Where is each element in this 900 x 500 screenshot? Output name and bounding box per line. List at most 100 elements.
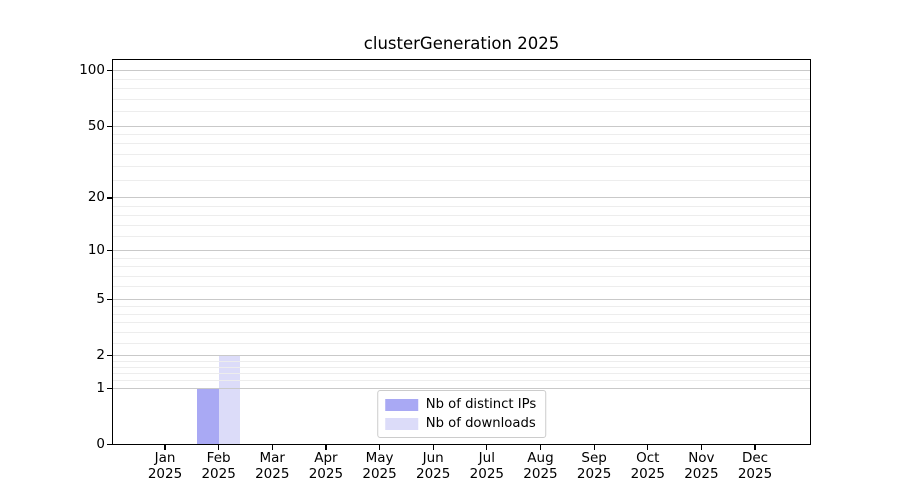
y-tick-mark	[107, 355, 113, 357]
gridline-minor	[113, 366, 810, 368]
x-tick-label-line: Dec	[741, 450, 769, 466]
x-tick-label: Jan 2025	[133, 450, 197, 482]
x-tick-label-line: Jan	[154, 450, 176, 466]
x-tick-label-line: Jul	[478, 450, 495, 466]
y-tick-label: 0	[96, 436, 105, 452]
gridline-minor	[113, 143, 810, 145]
gridline-minor	[113, 111, 810, 113]
x-tick-label: Nov 2025	[669, 450, 733, 482]
gridline-minor	[113, 236, 810, 238]
x-tick-label-line: Sep	[581, 450, 607, 466]
x-tick-label-line: Oct	[636, 450, 660, 466]
gridline-minor	[113, 205, 810, 207]
gridline-minor	[113, 275, 810, 277]
x-tick-mark	[164, 445, 166, 450]
y-tick-mark	[107, 70, 113, 72]
x-tick-label-line: Jun	[422, 450, 444, 466]
gridline-major	[113, 298, 810, 300]
gridline-minor	[113, 214, 810, 216]
gridline-minor	[113, 153, 810, 155]
gridline-minor	[113, 286, 810, 288]
x-tick-label: Mar 2025	[240, 450, 304, 482]
x-tick-label: Aug 2025	[508, 450, 572, 482]
x-tick-label-line: 2025	[737, 466, 773, 482]
x-tick-label-line: Feb	[206, 450, 231, 466]
x-tick-mark	[378, 445, 381, 450]
legend: Nb of distinct IPs Nb of downloads	[376, 390, 547, 438]
gridline-minor	[113, 257, 810, 259]
x-tick-mark	[432, 445, 434, 450]
x-tick-label: Jul 2025	[455, 450, 519, 482]
x-tick-label-line: May	[365, 450, 394, 466]
x-tick-mark	[647, 445, 649, 450]
x-tick-mark	[325, 445, 327, 450]
x-tick-mark	[271, 445, 273, 450]
y-tick-label: 2	[96, 347, 105, 364]
gridline-major	[113, 249, 810, 251]
legend-entry-downloads: Nb of downloads	[384, 415, 537, 432]
gridline-minor	[113, 266, 810, 268]
x-tick-label-line: Aug	[527, 450, 554, 466]
x-tick-label: Apr 2025	[294, 450, 358, 482]
legend-swatch-downloads	[384, 417, 418, 430]
y-tick-mark	[107, 387, 113, 390]
x-tick-label-line: 2025	[147, 466, 183, 482]
gridline-major	[113, 387, 810, 389]
bar-distinct-ips	[197, 387, 219, 444]
gridline-major	[113, 355, 810, 357]
y-tick-label: 50	[87, 117, 105, 134]
x-tick-label-line: 2025	[469, 466, 504, 482]
y-tick-label: 20	[87, 189, 105, 206]
x-tick-label-line: 2025	[201, 466, 236, 482]
x-tick-mark	[754, 445, 756, 450]
x-tick-label-line: 2025	[630, 466, 665, 482]
gridline-minor	[113, 98, 810, 100]
gridline-major	[113, 125, 810, 127]
legend-label-distinct-ips: Nb of distinct IPs	[425, 397, 537, 412]
plot-area: Nb of distinct IPs Nb of downloads	[112, 59, 811, 445]
y-tick-mark	[107, 249, 113, 251]
gridline-minor	[113, 305, 810, 307]
x-tick-label: May 2025	[348, 450, 412, 482]
y-tick-label: 100	[79, 62, 105, 79]
y-tick-label: 1	[96, 379, 105, 396]
x-tick-label-line: Apr	[314, 450, 338, 466]
x-tick-mark	[539, 445, 542, 450]
x-tick-mark	[593, 445, 595, 450]
x-tick-mark	[700, 445, 702, 450]
gridline-minor	[113, 322, 810, 324]
y-tick-label: 5	[96, 290, 105, 307]
bar-downloads	[218, 355, 241, 444]
gridline-minor	[113, 373, 810, 375]
gridline-minor	[113, 360, 810, 362]
y-tick-mark	[107, 125, 113, 127]
gridline-minor	[113, 313, 810, 315]
gridline-minor	[113, 133, 810, 135]
gridline-major	[113, 197, 810, 199]
x-tick-mark	[218, 445, 220, 450]
x-tick-mark	[486, 445, 488, 450]
gridline-minor	[113, 165, 810, 167]
x-tick-label-line: 2025	[255, 466, 290, 482]
legend-entry-distinct-ips: Nb of distinct IPs	[384, 396, 537, 413]
x-tick-label-line: 2025	[308, 466, 344, 482]
gridline-minor	[113, 224, 810, 226]
gridline-minor	[113, 331, 810, 333]
y-tick-label: 10	[87, 241, 105, 258]
y-tick-mark	[107, 298, 113, 301]
gridline-minor	[113, 88, 810, 90]
gridline-minor	[113, 78, 810, 80]
x-tick-label-line: 2025	[684, 466, 719, 482]
x-tick-label-line: 2025	[362, 466, 397, 482]
x-tick-label: Sep 2025	[562, 450, 626, 482]
legend-label-downloads: Nb of downloads	[425, 416, 536, 431]
x-tick-label-line: Nov	[688, 450, 715, 466]
x-tick-label: Jun 2025	[401, 450, 465, 482]
gridline-minor	[113, 180, 810, 182]
x-tick-label: Oct 2025	[616, 450, 680, 482]
x-tick-label-line: Mar	[259, 450, 285, 466]
chart-title: clusterGeneration 2025	[363, 34, 560, 53]
x-tick-label-line: 2025	[576, 466, 612, 482]
x-tick-label-line: 2025	[523, 466, 558, 482]
